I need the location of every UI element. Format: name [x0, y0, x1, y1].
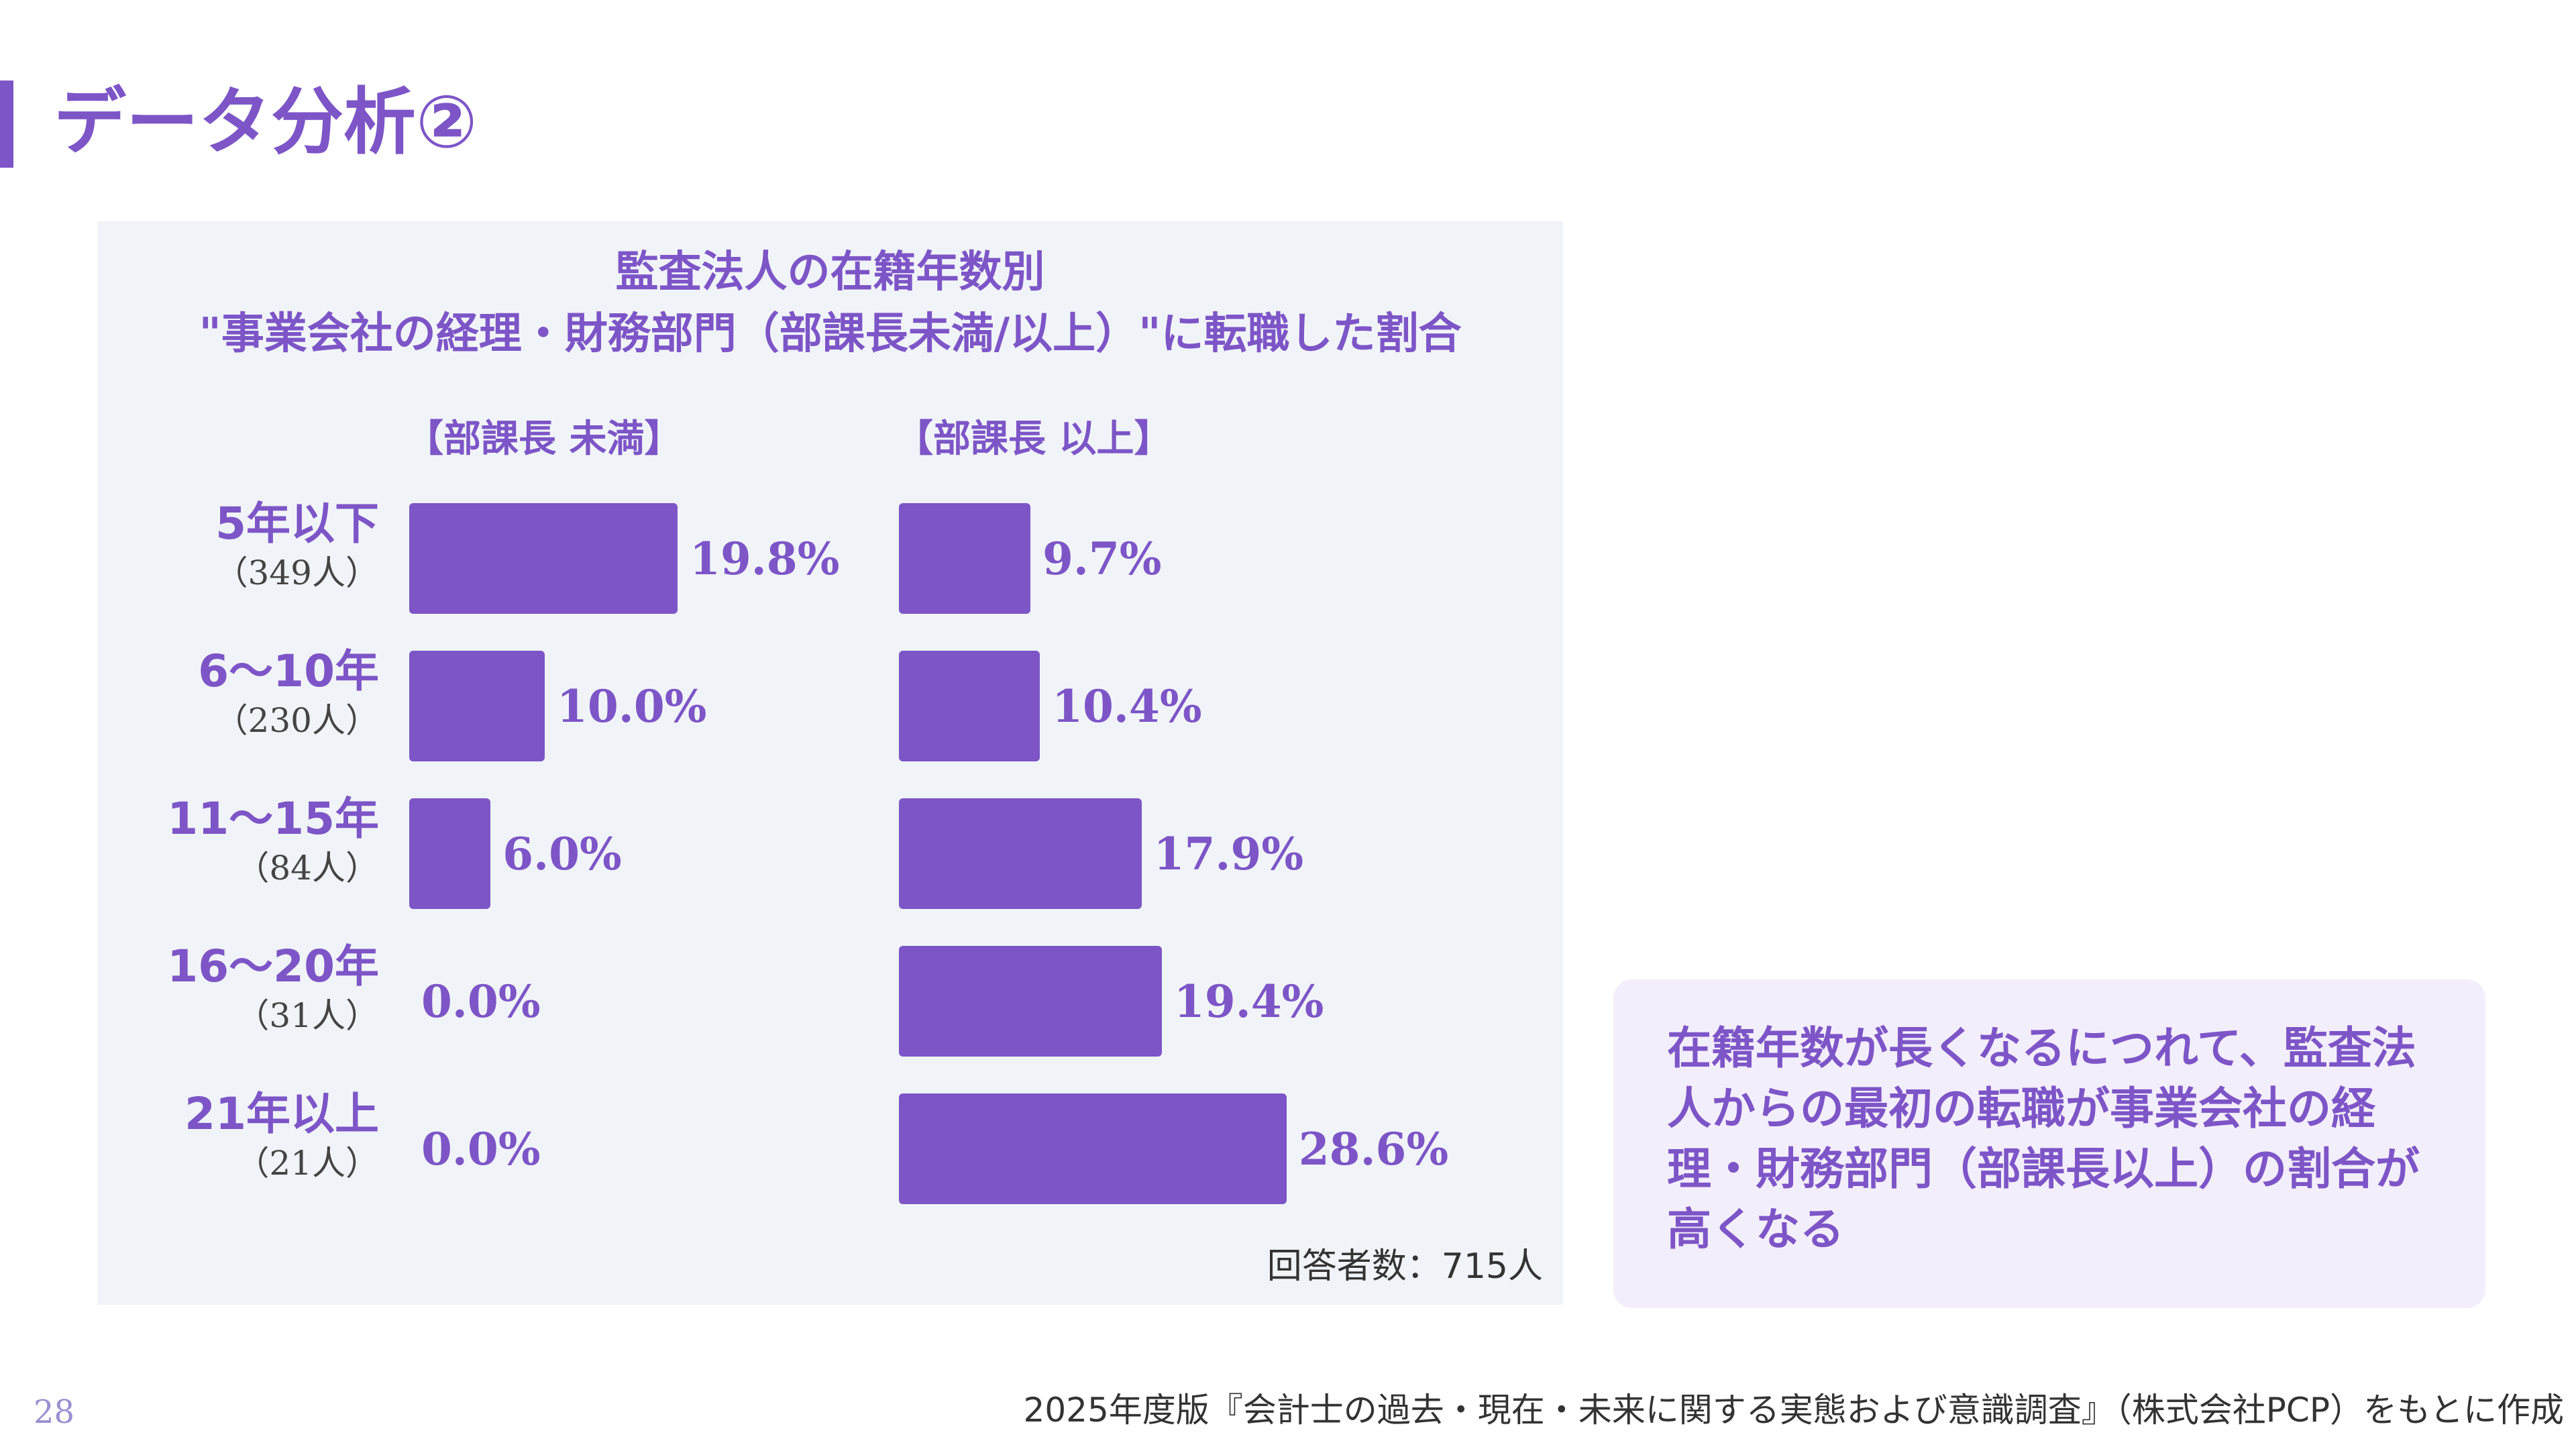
category-label: 21年以上 （21人）: [97, 1087, 379, 1185]
title-accent-bar: [0, 80, 13, 168]
bar: [409, 651, 545, 761]
data-label: 19.8%: [689, 532, 840, 585]
chart-title-line1: 監査法人の在籍年数別: [615, 248, 1045, 297]
bar: [899, 798, 1142, 909]
category-count: （21人）: [235, 1144, 379, 1183]
data-label: 0.0%: [421, 1122, 541, 1175]
category-name: 11〜15年: [167, 793, 379, 845]
data-label: 0.0%: [421, 975, 541, 1028]
data-label: 6.0%: [502, 827, 622, 880]
bar: [409, 503, 678, 614]
data-label: 28.6%: [1298, 1122, 1449, 1175]
source-note: 2025年度版『会計士の過去・現在・未来に関する実態および意識調査』（株式会社P…: [1023, 1391, 2564, 1430]
insight-callout: 在籍年数が長くなるにつれて、監査法人からの最初の転職が事業会社の経理・財務部門（…: [1613, 979, 2485, 1308]
data-label: 10.0%: [557, 680, 707, 733]
bar: [899, 651, 1040, 761]
bar: [899, 503, 1030, 614]
bar: [899, 946, 1162, 1057]
slide-title: データ分析②: [54, 80, 478, 164]
series-label-below-manager: 【部課長 未満】: [406, 417, 682, 461]
data-label: 9.7%: [1042, 532, 1162, 585]
category-count: （230人）: [214, 701, 379, 740]
bar: [899, 1093, 1287, 1204]
page-number: 28: [34, 1393, 75, 1431]
data-label: 17.9%: [1153, 827, 1304, 880]
insight-text: 在籍年数が長くなるにつれて、監査法人からの最初の転職が事業会社の経理・財務部門（…: [1667, 1022, 2420, 1255]
category-count: （31人）: [235, 996, 379, 1035]
category-label: 6〜10年 （230人）: [97, 644, 379, 742]
category-name: 21年以上: [184, 1088, 379, 1140]
series-label-manager-and-above: 【部課長 以上】: [896, 417, 1172, 461]
chart-title: 監査法人の在籍年数別 "事業会社の経理・財務部門（部課長未満/以上）"に転職した…: [97, 241, 1563, 365]
category-name: 16〜20年: [167, 941, 379, 992]
category-count: （349人）: [214, 553, 379, 592]
category-label: 16〜20年 （31人）: [97, 939, 379, 1037]
data-label: 10.4%: [1052, 680, 1202, 733]
data-label: 19.4%: [1173, 975, 1324, 1028]
chart-title-line2: "事業会社の経理・財務部門（部課長未満/以上）"に転職した割合: [199, 309, 1462, 359]
respondent-count: 回答者数：715人: [1267, 1246, 1543, 1287]
category-label: 5年以下 （349人）: [97, 496, 379, 594]
category-count: （84人）: [235, 849, 379, 888]
category-name: 5年以下: [215, 498, 379, 549]
bar: [409, 798, 491, 909]
chart-panel: 監査法人の在籍年数別 "事業会社の経理・財務部門（部課長未満/以上）"に転職した…: [97, 221, 1563, 1305]
category-name: 6〜10年: [198, 645, 379, 697]
category-label: 11〜15年 （84人）: [97, 792, 379, 890]
